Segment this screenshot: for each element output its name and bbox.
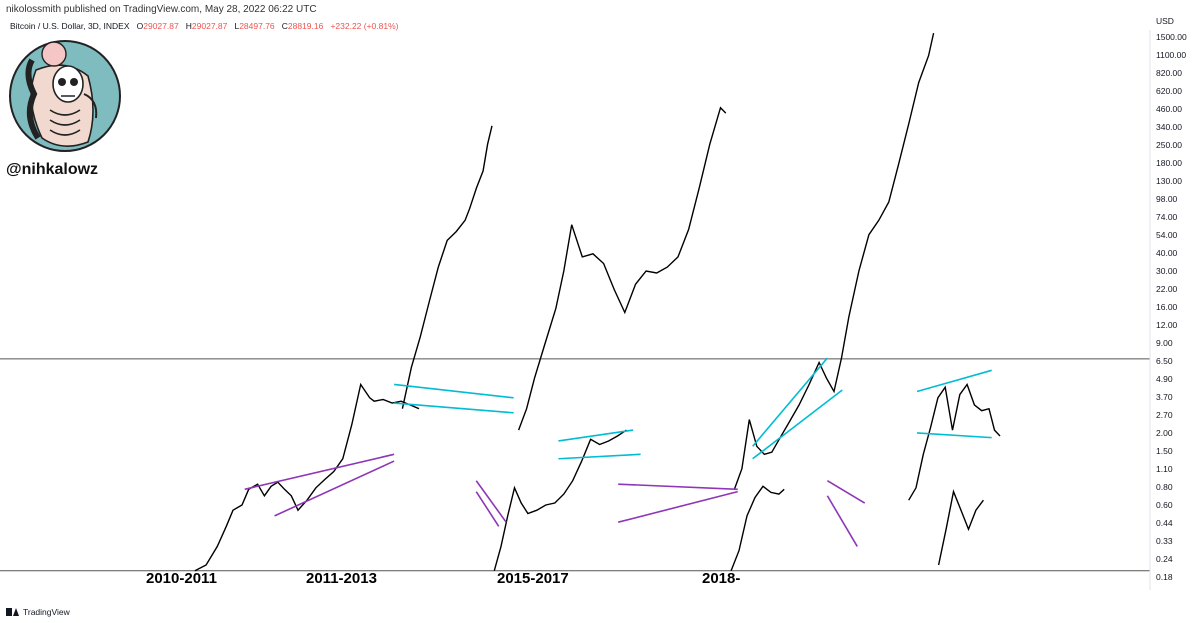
price-series-line-3 — [733, 32, 984, 566]
publisher-text: nikolossmith published on TradingView.co… — [6, 4, 317, 15]
trendline-13 — [826, 495, 858, 547]
y-tick-label-7: 180.00 — [1156, 158, 1182, 168]
open-label: O — [136, 21, 144, 31]
close-value: 28819.16 — [287, 21, 324, 31]
trendline-3 — [394, 402, 514, 414]
high-value: 29027.87 — [191, 21, 228, 31]
cycle-label-0: 2010-2011 — [146, 570, 217, 587]
cycle-label-3: 2018- — [702, 570, 740, 587]
trendline-5 — [475, 491, 500, 527]
y-tick-label-24: 1.10 — [1156, 464, 1173, 474]
open-value: 29027.87 — [143, 21, 179, 31]
cycle-label-1: 2011-2013 — [306, 570, 377, 587]
trendline-2 — [394, 383, 514, 399]
low-label: L — [234, 21, 240, 31]
y-tick-label-11: 54.00 — [1156, 230, 1178, 240]
symbol-legend: Bitcoin / U.S. Dollar, 3D, INDEX O29027.… — [10, 21, 399, 31]
trendline-7 — [558, 453, 641, 460]
trendline-4 — [475, 480, 507, 523]
price-series-line-0 — [194, 382, 420, 572]
trendline-15 — [916, 432, 992, 439]
trendline-1 — [274, 460, 395, 517]
y-tick-label-5: 340.00 — [1156, 122, 1182, 132]
y-tick-label-21: 2.70 — [1156, 410, 1173, 420]
y-tick-label-15: 16.00 — [1156, 302, 1178, 312]
trendline-10 — [752, 357, 828, 447]
author-handle: @nihkalowz — [6, 161, 99, 178]
y-tick-label-16: 12.00 — [1156, 320, 1178, 330]
high-label: H — [185, 21, 192, 31]
trendline-0 — [244, 453, 395, 491]
y-tick-label-29: 0.24 — [1156, 554, 1173, 564]
y-tick-label-0: 1500.00 — [1156, 32, 1187, 42]
y-tick-label-12: 40.00 — [1156, 248, 1178, 258]
price-series-line-1 — [401, 125, 627, 571]
trendline-12 — [826, 480, 866, 504]
trendline-8 — [618, 483, 738, 491]
y-tick-label-28: 0.33 — [1156, 536, 1173, 546]
y-tick-label-19: 4.90 — [1156, 374, 1173, 384]
y-tick-label-1: 1100.00 — [1156, 50, 1186, 60]
y-tick-label-4: 460.00 — [1156, 104, 1182, 114]
y-tick-label-22: 2.00 — [1156, 428, 1173, 438]
y-tick-label-30: 0.18 — [1156, 572, 1173, 582]
tradingview-logo-icon — [6, 608, 20, 616]
y-tick-label-3: 620.00 — [1156, 86, 1182, 96]
tradingview-logo-text: TradingView — [23, 607, 70, 617]
price-series-line-2 — [517, 106, 785, 571]
y-tick-label-14: 22.00 — [1156, 284, 1178, 294]
symbol-name[interactable]: Bitcoin / U.S. Dollar, 3D, INDEX — [10, 21, 130, 31]
trendline-9 — [618, 490, 738, 523]
y-tick-label-2: 820.00 — [1156, 68, 1182, 78]
skeleton-avatar-icon — [9, 40, 121, 152]
y-tick-label-27: 0.44 — [1156, 518, 1173, 528]
y-tick-label-18: 6.50 — [1156, 356, 1173, 366]
tradingview-logo[interactable]: TradingView — [6, 607, 70, 617]
y-tick-label-6: 250.00 — [1156, 140, 1182, 150]
trendline-14 — [916, 369, 992, 393]
currency-label: USD — [1156, 16, 1174, 26]
price-series-line-4 — [908, 383, 1001, 501]
y-tick-label-23: 1.50 — [1156, 446, 1173, 456]
low-value: 28497.76 — [239, 21, 275, 31]
y-tick-label-25: 0.80 — [1156, 482, 1173, 492]
y-tick-label-17: 9.00 — [1156, 338, 1173, 348]
cycle-label-2: 2015-2017 — [497, 570, 569, 587]
y-tick-label-20: 3.70 — [1156, 392, 1173, 402]
y-tick-label-8: 130.00 — [1156, 176, 1182, 186]
y-tick-label-9: 98.00 — [1156, 194, 1178, 204]
y-tick-label-10: 74.00 — [1156, 212, 1178, 222]
y-tick-label-26: 0.60 — [1156, 500, 1173, 510]
trendline-11 — [752, 389, 843, 460]
close-label: C — [281, 21, 288, 31]
y-tick-label-13: 30.00 — [1156, 266, 1178, 276]
change-value: +232.22 (+0.81%) — [330, 21, 399, 31]
trendline-6 — [558, 429, 634, 442]
